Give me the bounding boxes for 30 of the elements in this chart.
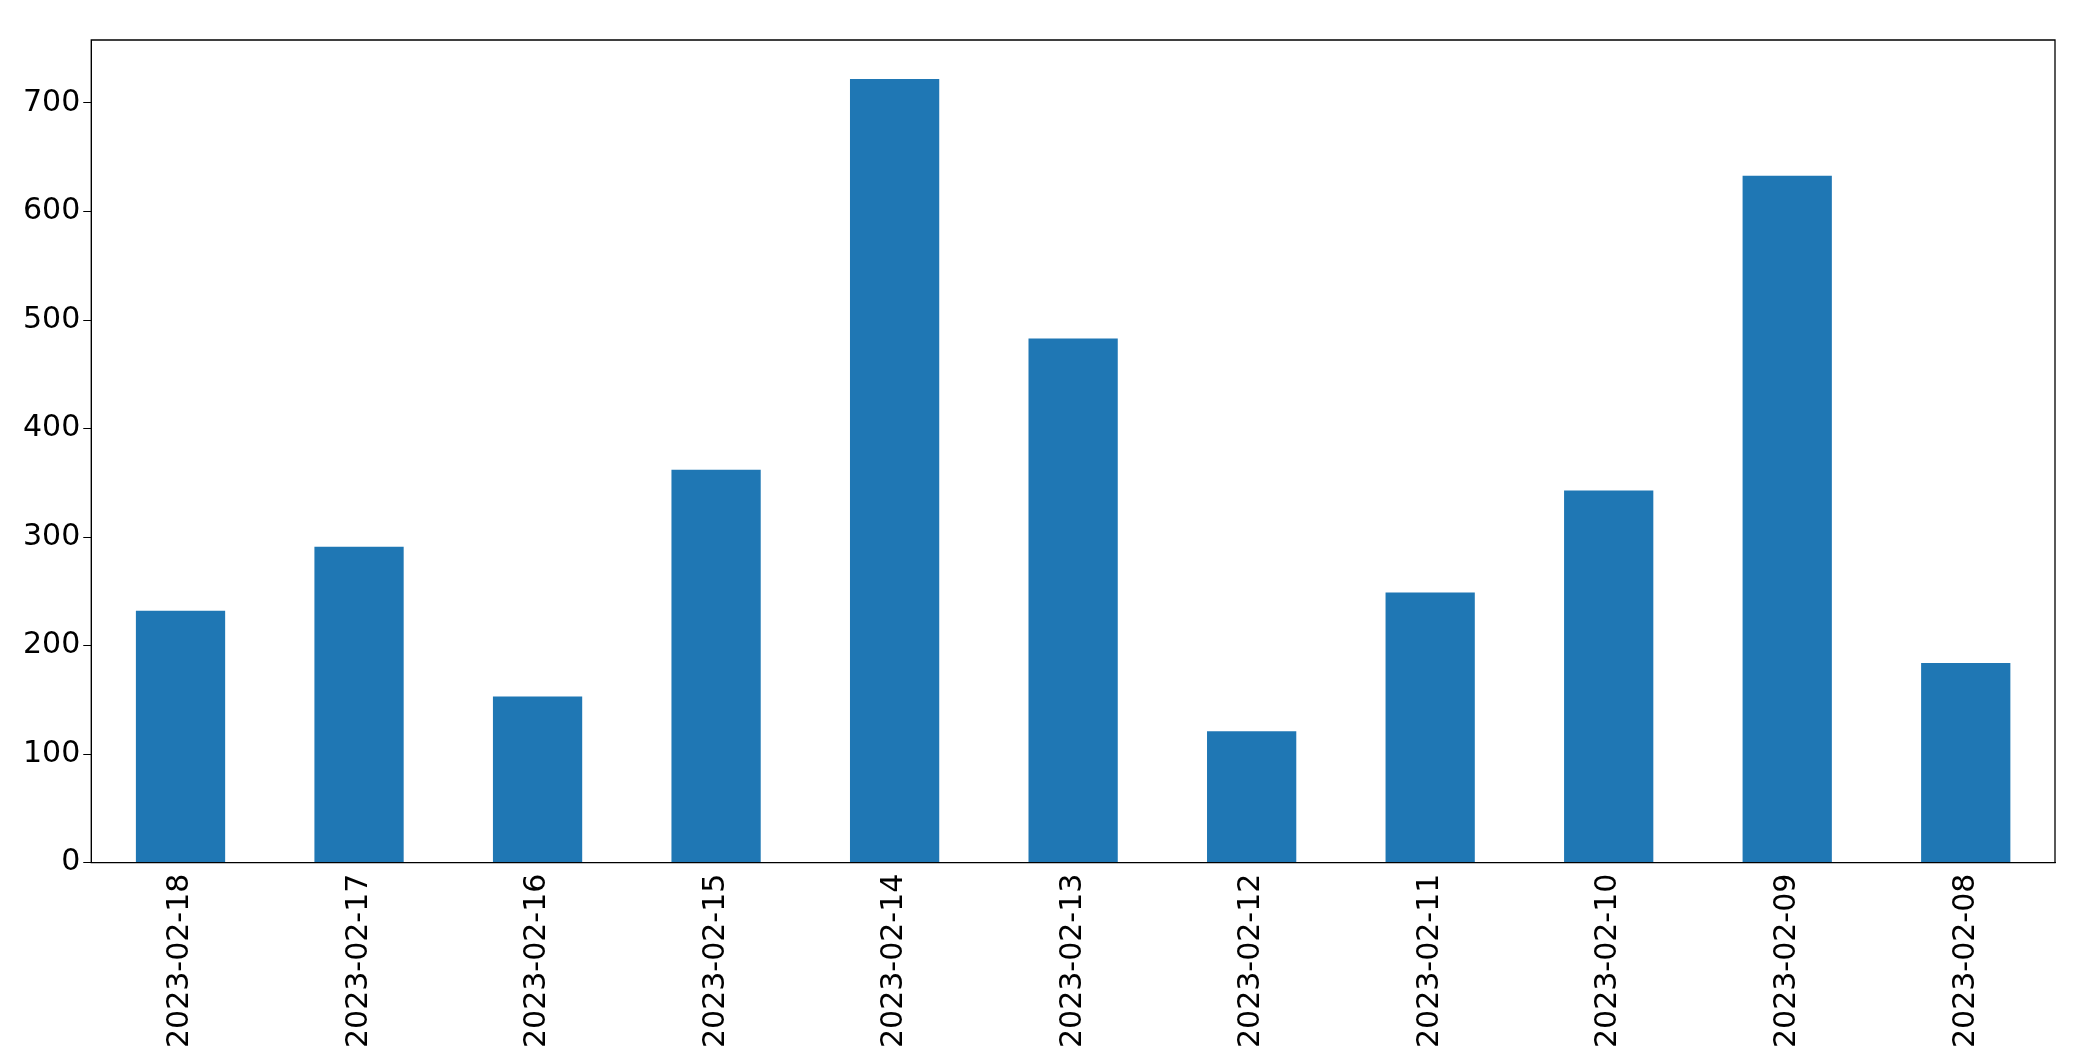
y-tick-label: 700 xyxy=(23,82,81,118)
x-tick-label: 2023-02-14 xyxy=(874,873,910,1049)
x-tick-label: 2023-02-10 xyxy=(1588,873,1624,1049)
y-tick-label: 400 xyxy=(23,408,81,444)
bar xyxy=(1207,731,1297,863)
y-tick-label: 200 xyxy=(23,625,81,661)
y-tick-label: 300 xyxy=(23,516,81,552)
x-tick-label: 2023-02-08 xyxy=(1945,873,1981,1049)
bar xyxy=(314,546,404,863)
x-tick-label: 2023-02-18 xyxy=(160,873,196,1049)
x-tick-label: 2023-02-11 xyxy=(1409,873,1445,1049)
x-tick-label: 2023-02-15 xyxy=(695,873,731,1049)
y-tick-label: 100 xyxy=(23,733,81,769)
x-tick-label: 2023-02-12 xyxy=(1231,873,1267,1049)
bar xyxy=(849,79,940,863)
bar xyxy=(1564,490,1654,863)
bar xyxy=(492,696,583,863)
y-tick-label: 0 xyxy=(61,842,81,878)
y-tick-label: 500 xyxy=(23,299,81,335)
bar xyxy=(1921,662,2011,863)
x-tick-label: 2023-02-09 xyxy=(1767,873,1803,1049)
bar xyxy=(671,469,761,863)
bar xyxy=(1028,338,1118,863)
y-tick-label: 600 xyxy=(23,191,81,227)
x-tick-label: 2023-02-16 xyxy=(517,873,553,1049)
x-tick-label: 2023-02-17 xyxy=(338,873,374,1049)
x-tick-label: 2023-02-13 xyxy=(1052,873,1088,1049)
bar xyxy=(1742,175,1832,863)
bar xyxy=(135,610,226,863)
bar xyxy=(1385,592,1475,863)
